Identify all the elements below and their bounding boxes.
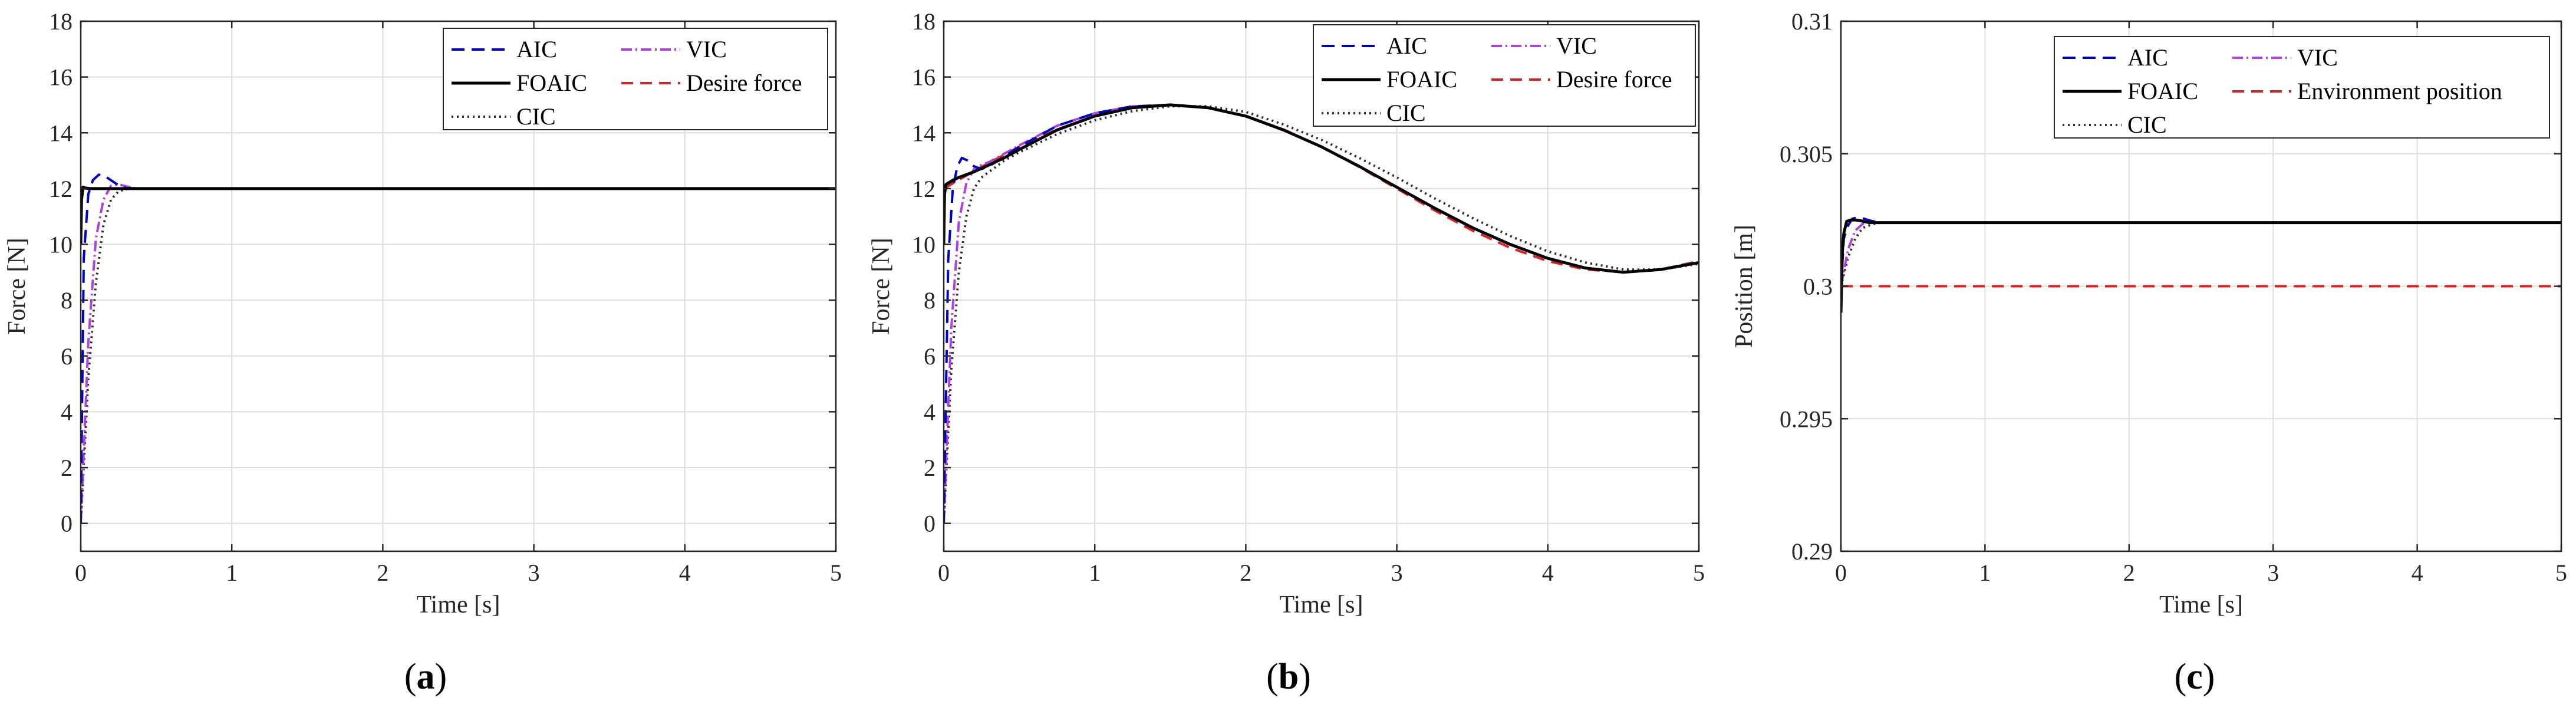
x-axis-label: Time [s] — [2159, 591, 2243, 618]
x-tick-label: 4 — [2412, 559, 2423, 586]
x-tick-label: 3 — [1391, 559, 1403, 586]
y-tick-label: 18 — [912, 8, 935, 35]
x-tick-label: 5 — [2555, 559, 2567, 586]
legend-label-aic: AIC — [1386, 32, 1427, 59]
legend-label-cic: CIC — [2127, 111, 2167, 138]
x-tick-label: 0 — [938, 559, 950, 586]
y-tick-label: 0 — [61, 511, 73, 537]
series-line-foaic — [1841, 218, 2561, 313]
x-tick-label: 5 — [1693, 559, 1705, 586]
y-tick-label: 0.305 — [1780, 141, 1833, 167]
legend-box — [443, 28, 828, 130]
y-tick-label: 10 — [912, 232, 935, 258]
x-tick-label: 0 — [75, 559, 87, 586]
x-tick-label: 5 — [830, 559, 842, 586]
y-axis-label: Position [m] — [1731, 225, 1758, 348]
y-tick-label: 8 — [61, 287, 73, 314]
x-axis-label: Time [s] — [1280, 591, 1363, 618]
x-tick-label: 0 — [1835, 559, 1847, 586]
y-tick-label: 0.31 — [1791, 8, 1833, 35]
y-tick-label: 0.295 — [1780, 406, 1833, 432]
y-tick-label: 18 — [49, 8, 73, 35]
panel-caption: (a) — [404, 657, 447, 697]
y-tick-label: 0.3 — [1803, 274, 1833, 300]
x-tick-label: 1 — [226, 559, 238, 586]
legend-label-aic: AIC — [2127, 44, 2168, 71]
x-tick-label: 2 — [377, 559, 388, 586]
series-group — [1841, 216, 2561, 313]
x-axis-label: Time [s] — [417, 591, 500, 618]
y-tick-label: 8 — [924, 287, 935, 314]
series-line-cic — [944, 105, 1699, 524]
legend-box — [2054, 36, 2550, 139]
series-group — [944, 103, 1699, 524]
legend-label-vic: VIC — [2297, 44, 2338, 71]
chart-panel-c: 0 1 2 3 4 5 0.29 0.295 0.3 0.305 0.31 Time [s] Posit… — [1731, 8, 2567, 697]
x-tick-label: 1 — [1089, 559, 1101, 586]
legend-label-foaic: FOAIC — [516, 70, 587, 96]
x-tick-label: 4 — [679, 559, 691, 586]
y-tick-label: 12 — [49, 176, 73, 202]
y-tick-label: 10 — [49, 232, 73, 258]
x-tick-label: 1 — [1979, 559, 1991, 586]
x-tick-label: 2 — [2123, 559, 2135, 586]
legend-label-vic: VIC — [686, 36, 727, 62]
x-tick-label: 2 — [1240, 559, 1251, 586]
axes-box — [943, 20, 1700, 552]
legend-label-desired: Desire force — [686, 70, 802, 96]
legend-label-desired: Desire force — [1556, 66, 1672, 93]
y-tick-label: 4 — [924, 399, 935, 425]
y-tick-label: 6 — [924, 343, 935, 370]
y-tick-label: 2 — [61, 455, 73, 481]
legend: AIC VIC FOAIC Desire force CIC — [1313, 24, 1696, 127]
legend-label-aic: AIC — [516, 36, 557, 62]
legend-label-cic: CIC — [1386, 100, 1426, 126]
y-tick-label: 4 — [61, 399, 73, 425]
legend-box — [1313, 24, 1696, 127]
y-tick-label: 16 — [912, 64, 935, 91]
series-line-foaic — [944, 103, 1699, 274]
legend-label-environment: Environment position — [2297, 78, 2502, 104]
panel-caption: (b) — [1266, 657, 1311, 697]
axes-box — [80, 20, 837, 552]
legend: AIC VIC FOAIC Environment position CIC — [2054, 36, 2550, 139]
y-tick-label: 0 — [924, 511, 935, 537]
legend-label-foaic: FOAIC — [1386, 66, 1457, 93]
y-tick-label: 14 — [49, 120, 73, 146]
y-tick-label: 2 — [924, 455, 935, 481]
panel-caption: (c) — [2175, 657, 2215, 697]
x-tick-label: 4 — [1542, 559, 1554, 586]
y-tick-label: 16 — [49, 64, 73, 91]
y-tick-label: 6 — [61, 343, 73, 370]
legend-label-vic: VIC — [1556, 32, 1597, 59]
y-tick-label: 0.29 — [1791, 538, 1833, 565]
y-tick-label: 14 — [912, 120, 935, 146]
series-line-cic — [1841, 221, 2561, 287]
y-axis-label: Force [N] — [4, 238, 31, 334]
x-tick-label: 3 — [2267, 559, 2279, 586]
y-tick-label: 12 — [912, 176, 935, 202]
legend-label-cic: CIC — [516, 103, 556, 130]
y-axis-label: Force [N] — [868, 238, 895, 334]
x-tick-label: 3 — [528, 559, 540, 586]
legend: AIC VIC FOAIC Desire force CIC — [443, 28, 828, 130]
legend-label-foaic: FOAIC — [2127, 78, 2198, 104]
